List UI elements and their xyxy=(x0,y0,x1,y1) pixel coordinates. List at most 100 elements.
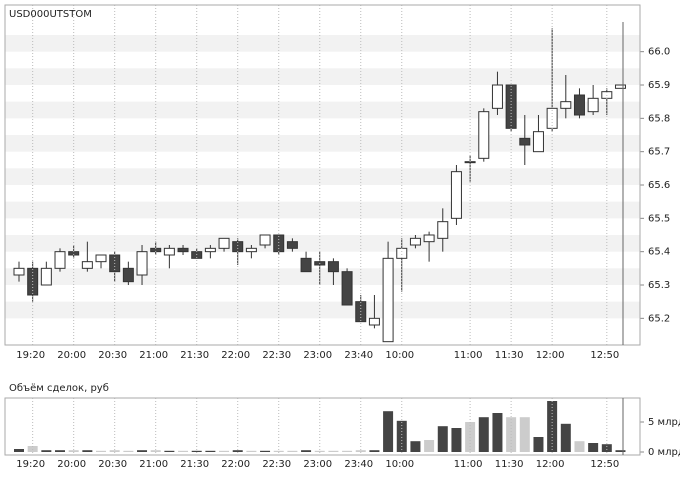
volume-bar xyxy=(355,450,366,452)
x-tick-label: 12:50 xyxy=(590,350,619,361)
candle-body xyxy=(163,247,175,256)
candle-body xyxy=(478,111,490,159)
x-tick-label: 21:00 xyxy=(139,350,168,361)
volume-bar xyxy=(205,450,216,452)
grid-band xyxy=(5,201,640,219)
candle-body xyxy=(122,267,134,283)
volume-bar xyxy=(232,450,243,452)
grid-band xyxy=(5,268,640,285)
volume-bar xyxy=(342,450,353,452)
volume-title: Объём сделок, руб xyxy=(9,383,109,394)
volume-bar xyxy=(437,426,448,452)
volume-bar xyxy=(191,450,202,452)
volume-bar xyxy=(601,444,612,452)
y-tick-label: 65.6 xyxy=(648,180,670,191)
x-tick-label: 21:30 xyxy=(180,350,209,361)
candle-body xyxy=(273,234,285,253)
x-tick-label: 12:00 xyxy=(536,459,565,470)
volume-bar xyxy=(137,450,148,452)
x-tick-label: 20:30 xyxy=(98,350,127,361)
volume-bar xyxy=(396,420,407,452)
y-tick-label: 65.7 xyxy=(648,147,670,158)
grid-band xyxy=(5,235,640,252)
volume-bar xyxy=(109,450,120,452)
volume-bar xyxy=(150,450,161,452)
volume-bar xyxy=(246,450,257,452)
candle-body xyxy=(368,317,380,326)
grid-band xyxy=(5,68,640,85)
x-tick-label: 11:00 xyxy=(454,350,483,361)
x-tick-label: 23:00 xyxy=(303,350,332,361)
candle-body xyxy=(95,254,107,263)
volume-bar xyxy=(424,440,435,452)
volume-bar xyxy=(328,450,339,452)
candle-body xyxy=(218,237,230,249)
candle-body xyxy=(587,97,599,113)
y-tick-label: 65.4 xyxy=(648,247,670,258)
x-tick-label: 19:20 xyxy=(16,350,45,361)
x-tick-label: 11:30 xyxy=(495,350,524,361)
x-tick-label: 20:00 xyxy=(57,459,86,470)
x-tick-label: 22:00 xyxy=(221,350,250,361)
price-panel: 65.2 65.3 65.4 65.5 65.6 65.7 65.8 65.9 66.0 19:2… xyxy=(5,5,670,361)
candle-body xyxy=(341,271,353,306)
grid-band xyxy=(5,101,640,119)
x-tick-label: 22:00 xyxy=(221,459,250,470)
volume-bar xyxy=(260,450,271,452)
x-tick-label: 12:50 xyxy=(590,459,619,470)
volume-bar xyxy=(383,411,394,452)
volume-bar xyxy=(560,423,571,452)
y-tick-label: 65.9 xyxy=(648,80,670,91)
candle-body xyxy=(423,234,435,243)
candle-body xyxy=(232,241,244,253)
x-tick-label: 11:00 xyxy=(454,459,483,470)
candle-body xyxy=(532,131,544,153)
candle-body xyxy=(40,267,52,286)
volume-bar xyxy=(478,417,489,452)
x-tick-label: 10:00 xyxy=(385,459,414,470)
x-tick-label: 20:30 xyxy=(98,459,127,470)
volume-bar xyxy=(82,450,93,452)
candle-body xyxy=(437,221,449,239)
candle-body xyxy=(505,84,517,129)
volume-bar xyxy=(123,450,134,452)
x-tick-label: 12:00 xyxy=(536,350,565,361)
volume-bar xyxy=(301,450,312,452)
volume-bar xyxy=(219,450,230,452)
candle-body xyxy=(13,267,25,276)
x-tick-label: 21:30 xyxy=(180,459,209,470)
x-tick-label: 23:00 xyxy=(303,459,332,470)
volume-bar xyxy=(96,450,107,452)
candle-body xyxy=(286,241,298,249)
candle-body xyxy=(382,257,394,343)
volume-bar xyxy=(314,450,325,452)
candle-body xyxy=(450,171,462,219)
volume-bar xyxy=(615,450,626,452)
candle-body xyxy=(259,234,271,246)
volume-bar xyxy=(164,450,175,452)
chart-title: USD000UTSTOM xyxy=(9,9,92,20)
candle-body xyxy=(396,247,408,259)
candle-body xyxy=(177,247,189,253)
x-tick-label: 22:30 xyxy=(262,459,291,470)
candle-body xyxy=(614,84,626,89)
candle-body xyxy=(136,251,148,276)
volume-bar xyxy=(178,450,189,452)
candle-body xyxy=(491,84,503,109)
y-tick-label: 65.8 xyxy=(648,113,670,124)
x-tick-label: 23:40 xyxy=(344,459,373,470)
x-tick-label: 11:30 xyxy=(495,459,524,470)
candle-body xyxy=(519,137,531,146)
grid-band xyxy=(5,35,640,52)
volume-bar xyxy=(574,441,585,452)
volume-bar xyxy=(451,428,462,452)
volume-bar xyxy=(68,450,79,452)
candle-body xyxy=(560,101,572,109)
y-tick-label: 5 млрд xyxy=(648,417,680,428)
y-tick-label: 65.5 xyxy=(648,213,670,224)
grid-band xyxy=(5,168,640,185)
x-tick-label: 19:20 xyxy=(16,459,45,470)
x-tick-label: 23:40 xyxy=(344,350,373,361)
